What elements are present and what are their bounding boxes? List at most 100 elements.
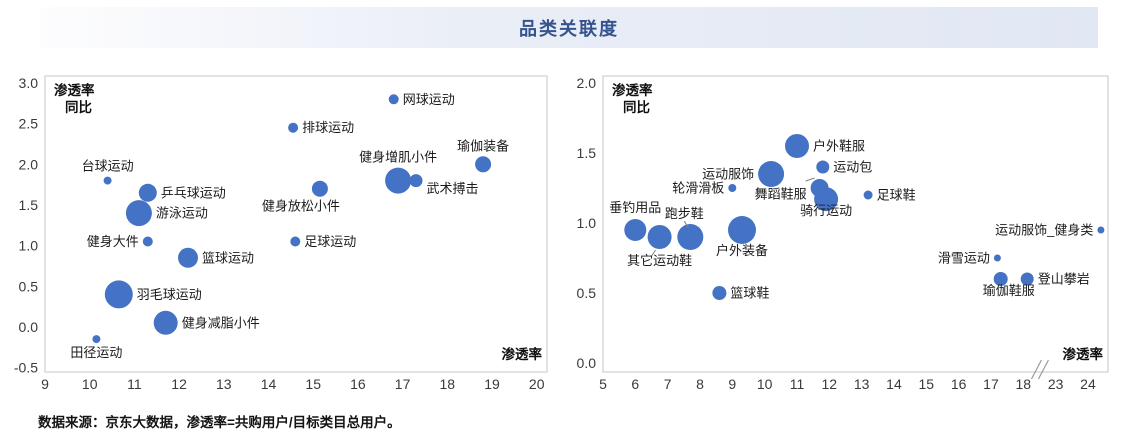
y-tick-label: 2.5 [19, 116, 39, 132]
axis-break-mark [1030, 359, 1042, 380]
point-label-滑雪运动: 滑雪运动 [938, 251, 990, 266]
bubble-足球运动 [290, 236, 301, 247]
point-label-篮球鞋: 篮球鞋 [730, 286, 769, 301]
bubble-登山攀岩 [1020, 272, 1034, 286]
point-label-足球鞋: 足球鞋 [877, 188, 916, 203]
source-note: 数据来源：京东大数据，渗透率=共购用户/目标类目总用户。 [38, 415, 401, 430]
point-label-健身放松小件: 健身放松小件 [262, 199, 340, 214]
bubble-垂钓用品 [624, 219, 647, 241]
bubble-户外鞋服 [785, 134, 809, 158]
point-label-羽毛球运动: 羽毛球运动 [137, 287, 202, 302]
point-label-运动服饰_健身类: 运动服饰_健身类 [995, 223, 1093, 238]
point-label-健身增肌小件: 健身增肌小件 [359, 150, 437, 165]
point-label-健身减脂小件: 健身减脂小件 [182, 315, 260, 330]
point-label-户外装备: 户外装备 [716, 243, 768, 258]
x-tick-label: 11 [790, 376, 805, 392]
x-tick-label: 12 [171, 376, 187, 392]
point-label-登山攀岩: 登山攀岩 [1038, 272, 1090, 287]
x-tick-label: 15 [919, 376, 935, 392]
point-label-运动服饰: 运动服饰 [702, 167, 754, 182]
x-tick-label: 23 [1048, 376, 1064, 392]
x-tick-label: 6 [631, 376, 639, 392]
label-leader-line [651, 249, 656, 257]
y-tick-label: 0.5 [577, 285, 597, 301]
y-axis-title: 同比 [623, 99, 650, 115]
point-label-舞蹈鞋服: 舞蹈鞋服 [755, 187, 807, 202]
point-label-轮滑滑板: 轮滑滑板 [672, 181, 724, 196]
x-tick-label: 18 [440, 376, 456, 392]
point-label-健身大件: 健身大件 [87, 234, 139, 249]
point-label-跑步鞋: 跑步鞋 [665, 206, 704, 221]
y-tick-label: -0.5 [14, 360, 38, 376]
x-tick-label: 10 [82, 376, 98, 392]
x-axis-title: 渗透率 [1063, 346, 1104, 362]
point-label-其它运动鞋: 其它运动鞋 [627, 253, 692, 268]
y-tick-label: 1.0 [19, 238, 39, 254]
bubble-瑜伽鞋服 [993, 272, 1008, 286]
x-tick-label: 20 [529, 376, 545, 392]
bubble-健身减脂小件 [153, 310, 178, 335]
label-leader-line [805, 177, 815, 182]
x-tick-label: 17 [983, 376, 999, 392]
y-tick-label: 2.0 [19, 156, 39, 172]
bubble-游泳运动 [125, 200, 152, 227]
bubble-健身放松小件 [311, 180, 328, 197]
x-tick-label: 9 [728, 376, 736, 392]
point-label-武术搏击: 武术搏击 [427, 181, 479, 196]
x-tick-label: 24 [1080, 376, 1096, 392]
left-bubble-chart: 9 10 11 12 13 14 15 16 17 18 19 20 3.0 2.5 2.0 1.5 1.0 0.… [14, 75, 548, 392]
x-tick-label: 8 [696, 376, 704, 392]
bubble-篮球运动 [178, 247, 198, 268]
y-tick-label: 0.0 [19, 319, 39, 335]
bubble-其它运动鞋 [647, 225, 672, 249]
x-tick-label: 11 [127, 376, 142, 392]
y-axis-title: 渗透率 [54, 82, 95, 98]
plot-border [44, 75, 548, 373]
bubble-乒乓球运动 [138, 183, 157, 202]
y-tick-label: 1.5 [19, 197, 39, 213]
right-bubble-chart: 5 6 7 8 9 10 11 12 13 14 15 16 17 18 23 24 2.0 1.5 1.0 0.5 0… [577, 75, 1109, 392]
x-tick-label: 13 [854, 376, 870, 392]
bubble-运动服饰 [758, 161, 785, 187]
bubble-排球运动 [288, 122, 299, 133]
x-tick-label: 9 [41, 376, 49, 392]
x-tick-label: 5 [599, 376, 607, 392]
point-label-运动包: 运动包 [833, 160, 872, 175]
bubble-户外装备 [728, 216, 756, 244]
plot-border [602, 75, 1109, 373]
bubble-网球运动 [388, 94, 399, 105]
bubble-滑雪运动 [993, 254, 1001, 262]
x-tick-label: 13 [216, 376, 232, 392]
bubble-轮滑滑板 [728, 184, 737, 192]
x-tick-label: 7 [664, 376, 672, 392]
label-leader-line [683, 220, 689, 229]
y-tick-label: 3.0 [19, 75, 39, 91]
x-tick-label: 14 [261, 376, 277, 392]
point-label-垂钓用品: 垂钓用品 [609, 200, 661, 215]
x-axis-title: 渗透率 [502, 346, 543, 362]
y-tick-label: 1.0 [577, 215, 597, 231]
y-axis-title: 渗透率 [612, 82, 653, 98]
y-tick-label: 0.5 [19, 278, 39, 294]
x-tick-label: 19 [484, 376, 500, 392]
y-tick-label: 0.0 [577, 355, 597, 371]
point-label-瑜伽鞋服: 瑜伽鞋服 [983, 283, 1035, 298]
y-tick-label: 1.5 [577, 145, 597, 161]
axis-break-mark [1037, 359, 1049, 380]
point-label-台球运动: 台球运动 [82, 159, 134, 174]
x-tick-label: 17 [395, 376, 411, 392]
bubble-篮球鞋 [712, 286, 727, 300]
bubble-健身增肌小件 [385, 167, 412, 194]
x-tick-label: 15 [305, 376, 321, 392]
x-tick-label: 12 [822, 376, 838, 392]
point-label-游泳运动: 游泳运动 [156, 206, 208, 221]
point-label-田径运动: 田径运动 [70, 345, 122, 360]
point-label-瑜伽装备: 瑜伽装备 [457, 138, 509, 153]
x-tick-label: 14 [886, 376, 902, 392]
bubble-健身大件 [142, 236, 153, 247]
x-tick-label: 18 [1016, 376, 1032, 392]
title-banner: 品类关联度 [40, 7, 1098, 48]
bubble-田径运动 [92, 335, 101, 344]
x-tick-label: 16 [350, 376, 366, 392]
